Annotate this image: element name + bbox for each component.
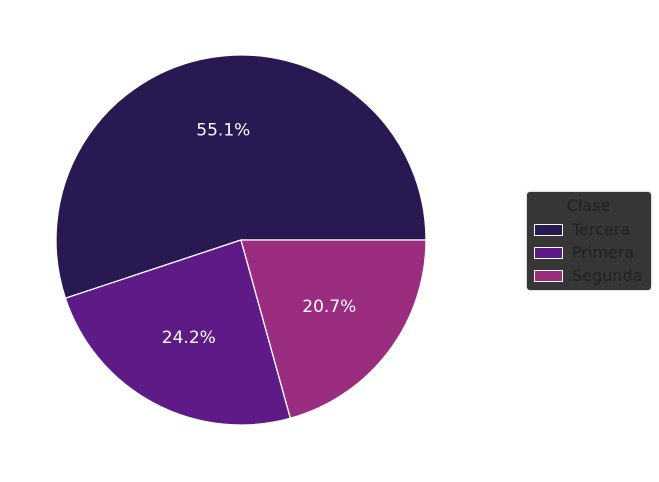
legend: Clase Tercera Primera Segunda <box>527 192 651 290</box>
pie-slice-segunda <box>240 239 427 419</box>
legend-entry-segunda: Segunda <box>534 264 643 287</box>
pct-label-primera: 24.2% <box>162 328 216 348</box>
pie-slice-primera <box>64 239 292 426</box>
legend-entry-primera: Primera <box>534 241 643 264</box>
pct-label-segunda: 20.7% <box>302 297 356 317</box>
legend-label-segunda: Segunda <box>572 266 643 285</box>
legend-title: Clase <box>566 196 611 215</box>
legend-label-primera: Primera <box>572 243 635 262</box>
legend-label-tercera: Tercera <box>572 220 631 239</box>
pct-label-tercera: 55.1% <box>196 120 250 140</box>
legend-rows: Tercera Primera Segunda <box>534 218 643 287</box>
pie-slice-tercera <box>55 54 427 299</box>
legend-swatch-primera <box>534 246 563 259</box>
legend-entry-tercera: Tercera <box>534 218 643 241</box>
legend-swatch-segunda <box>534 269 563 282</box>
legend-swatch-tercera <box>534 223 563 236</box>
